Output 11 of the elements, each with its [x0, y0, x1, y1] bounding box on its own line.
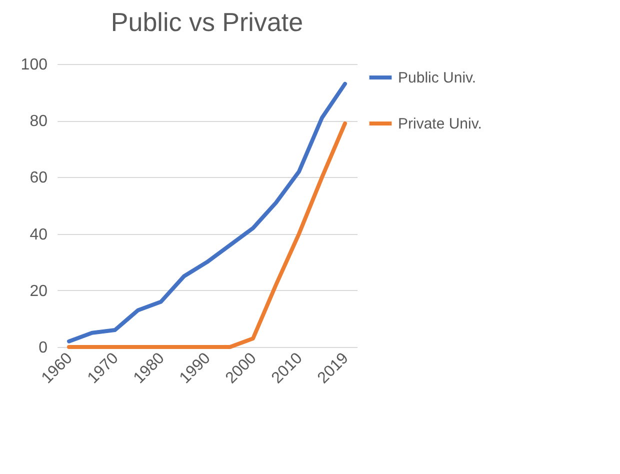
chart-title: Public vs Private — [110, 7, 304, 37]
y-tick-label: 100 — [20, 56, 48, 74]
y-tick-label: 0 — [38, 340, 48, 356]
y-tick-label: 80 — [30, 113, 48, 130]
line-series — [67, 82, 347, 344]
y-tick-label: 60 — [30, 170, 48, 187]
y-tick-label: 20 — [30, 282, 48, 300]
legend-label: Private Univ. — [398, 116, 482, 132]
line-series — [67, 121, 347, 349]
legend-label: Public Univ. — [398, 70, 476, 86]
y-tick-label: 40 — [30, 226, 48, 244]
